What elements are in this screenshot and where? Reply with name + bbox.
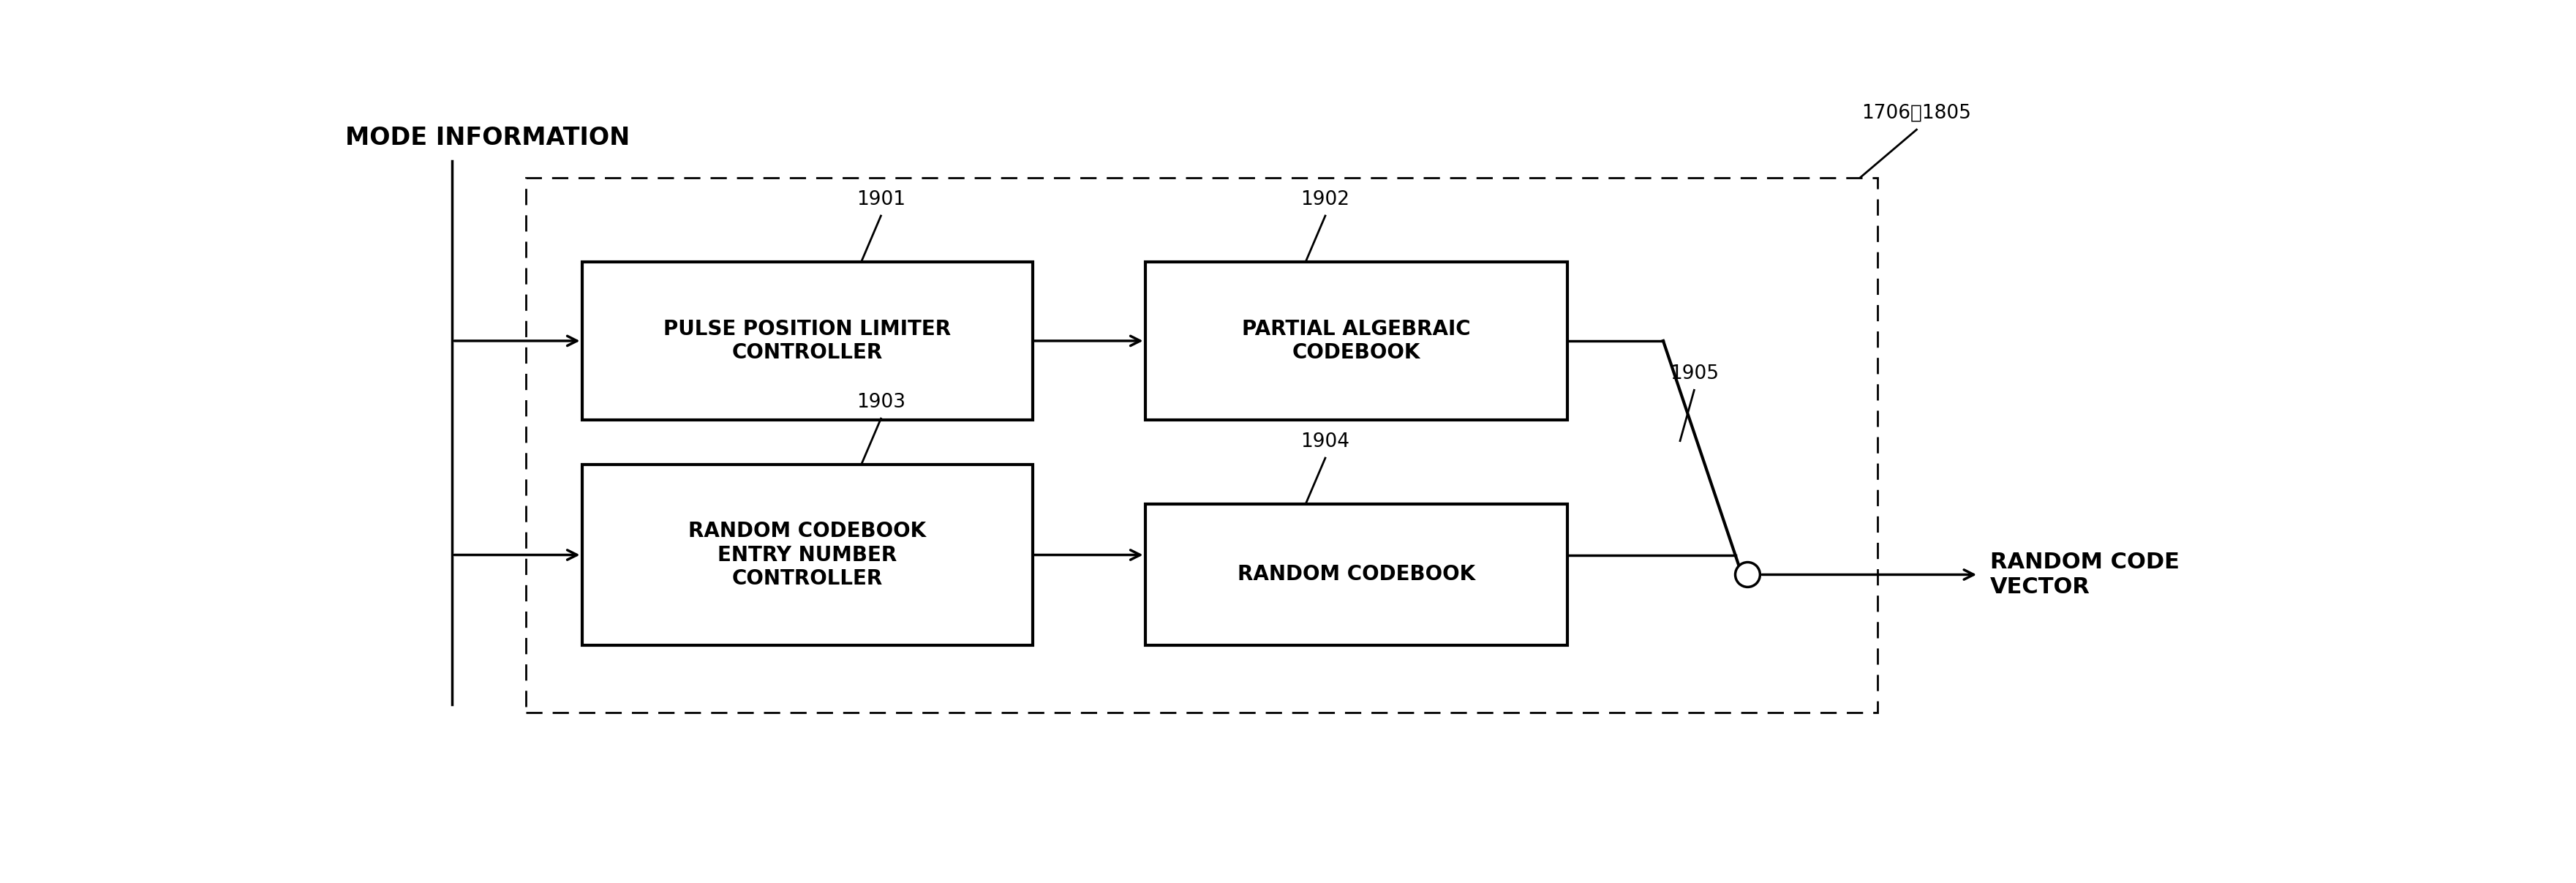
Text: RANDOM CODEBOOK
ENTRY NUMBER
CONTROLLER: RANDOM CODEBOOK ENTRY NUMBER CONTROLLER xyxy=(688,521,925,589)
Text: RANDOM CODEBOOK: RANDOM CODEBOOK xyxy=(1236,564,1476,585)
Text: RANDOM CODE
VECTOR: RANDOM CODE VECTOR xyxy=(1989,552,2179,598)
Text: MODE INFORMATION: MODE INFORMATION xyxy=(345,126,631,150)
Text: 1905: 1905 xyxy=(1669,365,1718,383)
Bar xyxy=(1146,504,1566,645)
Bar xyxy=(526,177,1878,713)
Bar xyxy=(1146,262,1566,419)
Text: PULSE POSITION LIMITER
CONTROLLER: PULSE POSITION LIMITER CONTROLLER xyxy=(665,319,951,363)
Text: 1706、1805: 1706、1805 xyxy=(1862,104,1971,123)
Circle shape xyxy=(1736,562,1759,587)
Text: 1903: 1903 xyxy=(855,393,904,411)
Text: 1904: 1904 xyxy=(1301,433,1350,451)
Text: 1902: 1902 xyxy=(1301,190,1350,209)
Text: 1901: 1901 xyxy=(855,190,904,209)
Bar xyxy=(582,464,1033,645)
Text: PARTIAL ALGEBRAIC
CODEBOOK: PARTIAL ALGEBRAIC CODEBOOK xyxy=(1242,319,1471,363)
Bar xyxy=(582,262,1033,419)
